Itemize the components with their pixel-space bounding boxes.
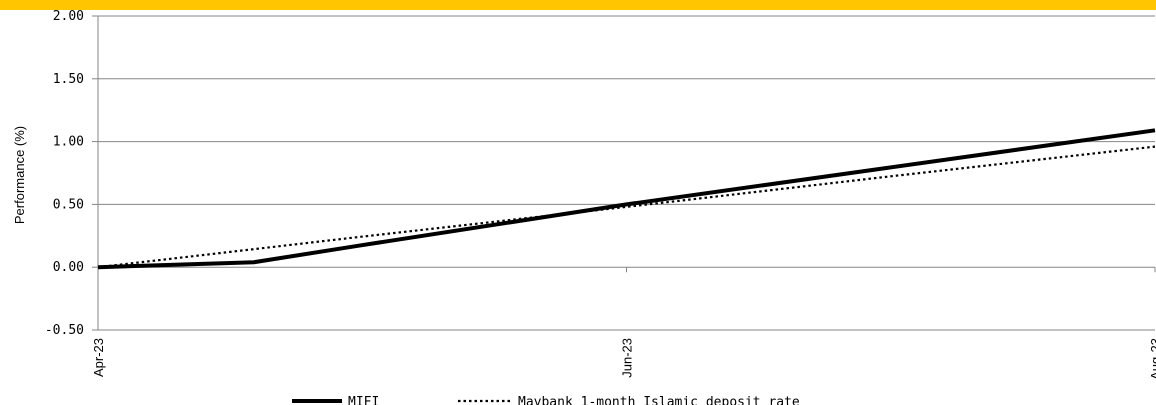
y-axis-title: Performance (%)	[12, 126, 27, 224]
y-tick-label: -0.50	[45, 323, 84, 338]
legend: MIFI Maybank 1-month Islamic deposit rate	[292, 395, 800, 405]
y-tick-label: 1.00	[53, 135, 84, 150]
legend-label: Maybank 1-month Islamic deposit rate	[518, 395, 800, 405]
x-tick-label: Apr-23	[91, 338, 106, 377]
x-axis-ticks: Apr-23 Jun-23 Aug-23	[91, 267, 1156, 380]
y-tick-label: 0.00	[53, 260, 84, 275]
legend-label: MIFI	[348, 395, 379, 405]
series-line-maybank-deposit-rate	[97, 145, 1156, 269]
y-tick-label: 1.50	[53, 72, 84, 87]
series-line-mifi	[97, 128, 1156, 270]
series-lines	[97, 128, 1156, 270]
y-axis-ticks: -0.50 0.00 0.50 1.00 1.50 2.00	[45, 9, 98, 338]
y-tick-label: 2.00	[53, 9, 84, 24]
x-tick-label: Jun-23	[620, 338, 635, 378]
grid-lines	[98, 15, 1155, 331]
y-tick-label: 0.50	[53, 197, 84, 212]
top-accent-bar	[0, 0, 1156, 10]
x-tick-label: Aug-23	[1148, 338, 1156, 380]
